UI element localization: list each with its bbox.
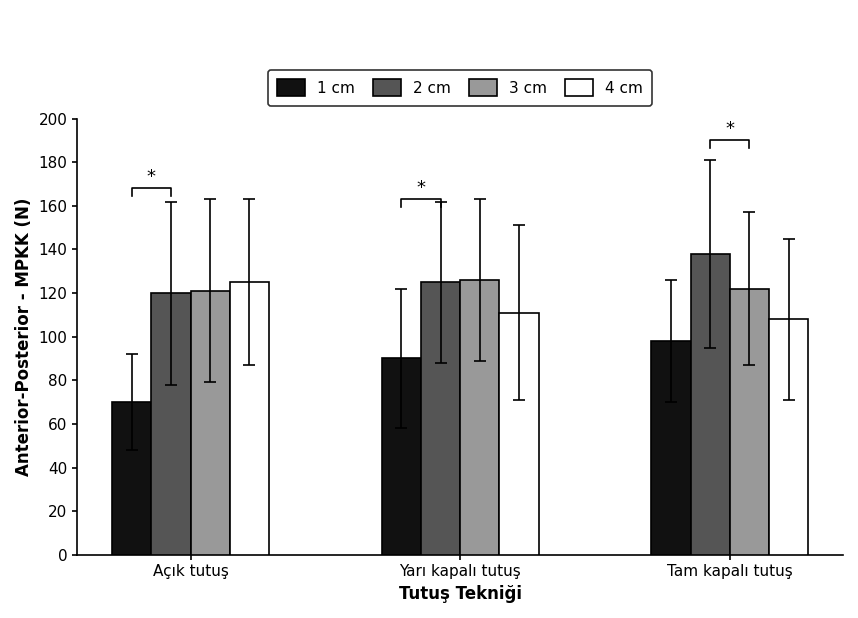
Legend: 1 cm, 2 cm, 3 cm, 4 cm: 1 cm, 2 cm, 3 cm, 4 cm xyxy=(269,70,652,106)
Bar xyxy=(691,254,730,555)
Bar xyxy=(151,293,190,555)
Bar xyxy=(499,313,539,555)
Bar xyxy=(460,280,499,555)
Bar xyxy=(421,282,460,555)
Bar xyxy=(190,291,230,555)
Bar xyxy=(230,282,269,555)
Text: *: * xyxy=(725,121,734,138)
Bar xyxy=(382,358,421,555)
Y-axis label: Anterior-Posterior - MPKK (N): Anterior-Posterior - MPKK (N) xyxy=(15,198,33,476)
X-axis label: Tutuş Tekniği: Tutuş Tekniği xyxy=(399,585,522,603)
Bar xyxy=(112,402,151,555)
Bar xyxy=(651,341,691,555)
Text: *: * xyxy=(147,168,156,186)
Bar xyxy=(769,320,808,555)
Bar xyxy=(730,289,769,555)
Text: *: * xyxy=(416,179,426,197)
